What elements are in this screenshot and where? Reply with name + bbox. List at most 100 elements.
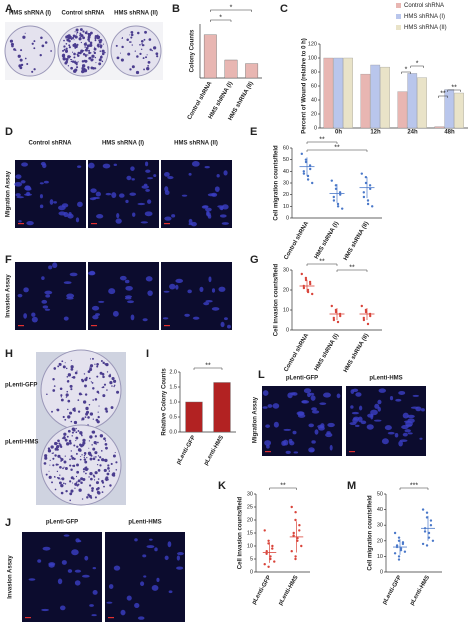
colony bbox=[100, 46, 102, 49]
data-point bbox=[302, 286, 306, 290]
colony bbox=[72, 51, 74, 53]
colony bbox=[109, 373, 111, 376]
colony bbox=[95, 481, 99, 485]
panel-letter: A bbox=[5, 3, 13, 15]
colony bbox=[63, 46, 65, 48]
cell-nucleus bbox=[131, 178, 135, 181]
colony bbox=[115, 469, 118, 471]
colony bbox=[81, 454, 83, 456]
significance-label: * bbox=[230, 4, 233, 11]
cell-nucleus bbox=[18, 220, 22, 223]
significance-label: * bbox=[219, 14, 222, 21]
cell-nucleus bbox=[412, 394, 420, 397]
bar bbox=[224, 59, 238, 79]
cell-nucleus bbox=[162, 317, 169, 320]
cell-nucleus bbox=[199, 286, 204, 292]
data-point bbox=[292, 531, 295, 535]
colony bbox=[79, 32, 82, 35]
significance-label: *** bbox=[410, 482, 418, 489]
y-tick-label: 10 bbox=[247, 543, 253, 549]
colony bbox=[63, 48, 66, 51]
colony bbox=[92, 66, 95, 70]
colony bbox=[102, 361, 105, 365]
colony bbox=[92, 399, 94, 401]
colony bbox=[78, 488, 82, 492]
colony bbox=[130, 33, 134, 37]
data-point bbox=[334, 310, 338, 314]
y-axis-label: Cell invasion counts/field bbox=[238, 496, 244, 569]
cell-nucleus bbox=[350, 405, 354, 409]
data-point bbox=[271, 544, 274, 548]
colony bbox=[17, 54, 21, 58]
cell-nucleus bbox=[95, 313, 101, 316]
colony bbox=[83, 458, 87, 461]
data-point bbox=[397, 536, 401, 539]
side-label: Migration Assay bbox=[253, 396, 259, 443]
cell-nucleus bbox=[154, 547, 158, 552]
colony bbox=[74, 61, 76, 64]
data-point bbox=[336, 202, 340, 206]
colony bbox=[33, 40, 36, 43]
cell-nucleus bbox=[147, 290, 153, 297]
colony bbox=[155, 52, 159, 56]
cell-nucleus bbox=[308, 423, 314, 428]
cell-nucleus bbox=[219, 214, 227, 218]
colony bbox=[89, 364, 94, 368]
colony bbox=[84, 31, 88, 35]
y-tick-label: 5 bbox=[250, 556, 253, 562]
panel-letter: H bbox=[5, 348, 13, 360]
colony bbox=[104, 440, 107, 442]
colony bbox=[76, 370, 78, 372]
colony bbox=[49, 464, 51, 466]
cell-nucleus bbox=[353, 416, 360, 421]
cell-nucleus bbox=[367, 413, 374, 418]
colony bbox=[97, 415, 100, 419]
colony bbox=[57, 454, 61, 458]
colony bbox=[80, 36, 82, 38]
panel-header: HMS shRNA (II) bbox=[114, 11, 158, 17]
cell-nucleus bbox=[407, 414, 415, 419]
cell-nucleus bbox=[307, 392, 311, 398]
colony bbox=[83, 456, 85, 459]
colony bbox=[140, 39, 144, 43]
data-point bbox=[304, 158, 308, 161]
colony bbox=[60, 396, 63, 398]
cell-nucleus bbox=[24, 185, 32, 191]
y-tick-label: 1.5 bbox=[169, 384, 177, 390]
colony bbox=[94, 435, 97, 438]
cell-nucleus bbox=[92, 566, 97, 570]
colony bbox=[97, 491, 101, 495]
panel-header: pLenti-HMS bbox=[128, 520, 161, 526]
significance-bracket bbox=[210, 19, 232, 22]
data-point bbox=[336, 320, 340, 324]
colony bbox=[63, 365, 66, 368]
cell-nucleus bbox=[402, 432, 408, 437]
data-point bbox=[334, 308, 338, 312]
colony bbox=[68, 44, 71, 47]
colony bbox=[52, 452, 55, 454]
colony bbox=[112, 454, 116, 458]
y-tick-label: 15 bbox=[247, 530, 253, 536]
colony bbox=[80, 34, 83, 37]
colony bbox=[74, 46, 76, 48]
cell-nucleus bbox=[48, 265, 53, 270]
colony bbox=[75, 439, 77, 442]
cell-nucleus bbox=[112, 310, 119, 317]
y-tick-label: 0 bbox=[380, 569, 383, 575]
colony bbox=[54, 488, 57, 491]
cell-nucleus bbox=[355, 424, 360, 427]
colony bbox=[92, 357, 94, 360]
colony bbox=[19, 58, 23, 62]
colony bbox=[146, 54, 148, 56]
colony bbox=[24, 32, 26, 34]
data-point bbox=[336, 205, 340, 208]
colony bbox=[92, 447, 96, 451]
cell-nucleus bbox=[145, 189, 150, 192]
data-point bbox=[311, 292, 314, 296]
colony bbox=[82, 30, 85, 33]
cell-nucleus bbox=[143, 183, 148, 187]
data-point bbox=[362, 191, 365, 194]
colony bbox=[83, 373, 86, 375]
cell-nucleus bbox=[149, 538, 153, 541]
y-tick-label: 50 bbox=[283, 157, 289, 163]
